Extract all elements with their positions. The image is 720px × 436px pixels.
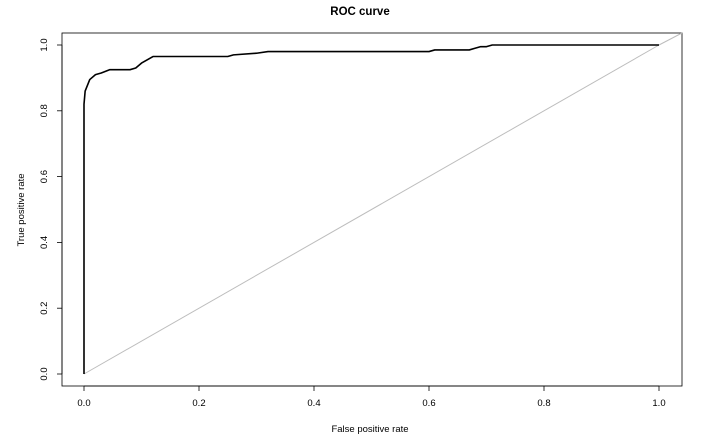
y-tick-label: 0.0 bbox=[39, 367, 50, 380]
roc-curve-line bbox=[83, 44, 659, 374]
y-tick-label: 0.8 bbox=[39, 104, 50, 117]
x-tick-label: 0.8 bbox=[537, 398, 550, 409]
x-tick-label: 0.2 bbox=[192, 398, 205, 409]
reference-diagonal-group bbox=[83, 32, 683, 375]
y-tick-label: 0.2 bbox=[39, 302, 50, 315]
x-tick-label: 0.6 bbox=[422, 398, 435, 409]
x-tick-label: 0.0 bbox=[77, 398, 90, 409]
x-axis: 0.0 0.2 0.4 0.6 0.8 1.0 bbox=[77, 385, 666, 409]
y-axis-label: True positive rate bbox=[16, 173, 27, 246]
y-tick-label: 1.0 bbox=[39, 38, 50, 51]
y-axis: 0.0 0.2 0.4 0.6 0.8 1.0 bbox=[39, 38, 63, 381]
x-tick-label: 0.4 bbox=[307, 398, 320, 409]
series-group bbox=[83, 44, 659, 374]
x-axis-label: False positive rate bbox=[331, 424, 408, 435]
reference-diagonal-extension bbox=[658, 32, 683, 46]
x-tick-label: 1.0 bbox=[652, 398, 665, 409]
y-tick-label: 0.6 bbox=[39, 170, 50, 183]
y-tick-label: 0.4 bbox=[39, 236, 50, 249]
chart-title: ROC curve bbox=[330, 6, 389, 18]
reference-diagonal-line bbox=[83, 44, 660, 375]
